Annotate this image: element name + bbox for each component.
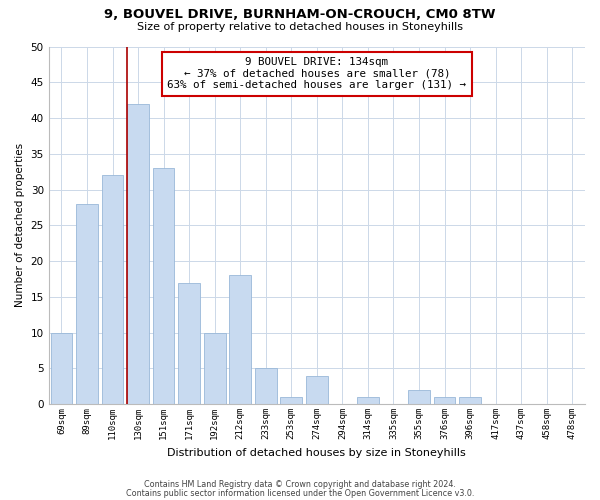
- Bar: [204, 332, 226, 404]
- Bar: [459, 397, 481, 404]
- Text: 9, BOUVEL DRIVE, BURNHAM-ON-CROUCH, CM0 8TW: 9, BOUVEL DRIVE, BURNHAM-ON-CROUCH, CM0 …: [104, 8, 496, 20]
- Bar: [50, 332, 72, 404]
- Bar: [178, 282, 200, 404]
- Bar: [127, 104, 149, 404]
- Text: Contains public sector information licensed under the Open Government Licence v3: Contains public sector information licen…: [126, 488, 474, 498]
- Bar: [255, 368, 277, 404]
- Text: Contains HM Land Registry data © Crown copyright and database right 2024.: Contains HM Land Registry data © Crown c…: [144, 480, 456, 489]
- Bar: [101, 176, 124, 404]
- Bar: [229, 276, 251, 404]
- Bar: [306, 376, 328, 404]
- Bar: [153, 168, 175, 404]
- Bar: [408, 390, 430, 404]
- Bar: [280, 397, 302, 404]
- Text: 9 BOUVEL DRIVE: 134sqm
← 37% of detached houses are smaller (78)
63% of semi-det: 9 BOUVEL DRIVE: 134sqm ← 37% of detached…: [167, 57, 466, 90]
- Bar: [76, 204, 98, 404]
- Y-axis label: Number of detached properties: Number of detached properties: [15, 144, 25, 308]
- Bar: [434, 397, 455, 404]
- X-axis label: Distribution of detached houses by size in Stoneyhills: Distribution of detached houses by size …: [167, 448, 466, 458]
- Text: Size of property relative to detached houses in Stoneyhills: Size of property relative to detached ho…: [137, 22, 463, 32]
- Bar: [357, 397, 379, 404]
